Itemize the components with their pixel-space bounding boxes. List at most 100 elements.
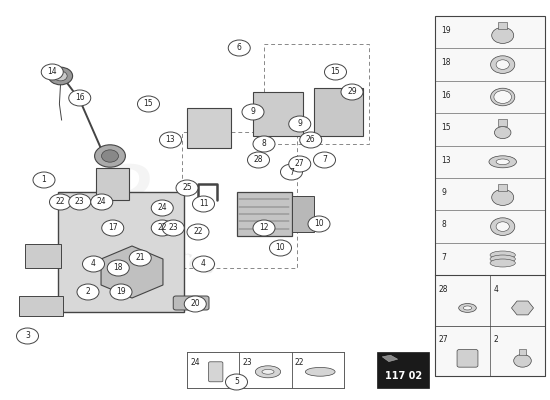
Circle shape bbox=[324, 64, 346, 80]
Text: e: e bbox=[88, 138, 154, 246]
FancyBboxPatch shape bbox=[314, 88, 363, 136]
Text: 23: 23 bbox=[243, 358, 252, 367]
Text: 4: 4 bbox=[201, 260, 206, 268]
Circle shape bbox=[289, 116, 311, 132]
Text: 15: 15 bbox=[331, 68, 340, 76]
Bar bbox=[498, 119, 507, 126]
Circle shape bbox=[69, 194, 91, 210]
Bar bbox=[187, 352, 344, 388]
Circle shape bbox=[33, 172, 55, 188]
Circle shape bbox=[492, 190, 514, 206]
Ellipse shape bbox=[262, 370, 274, 374]
Circle shape bbox=[102, 150, 118, 162]
Text: 14: 14 bbox=[47, 68, 57, 76]
Circle shape bbox=[289, 156, 311, 172]
Text: 4: 4 bbox=[494, 285, 499, 294]
Text: 23: 23 bbox=[75, 198, 85, 206]
Circle shape bbox=[491, 56, 515, 74]
Text: 24: 24 bbox=[190, 358, 200, 367]
FancyBboxPatch shape bbox=[236, 192, 292, 236]
Ellipse shape bbox=[490, 251, 515, 259]
Text: 21: 21 bbox=[135, 254, 145, 262]
Ellipse shape bbox=[459, 304, 476, 312]
Text: 29: 29 bbox=[347, 88, 357, 96]
Circle shape bbox=[492, 28, 514, 44]
Circle shape bbox=[314, 152, 336, 168]
Text: eurospares: eurospares bbox=[78, 215, 219, 281]
Text: 19: 19 bbox=[441, 26, 451, 35]
Circle shape bbox=[192, 196, 215, 212]
Circle shape bbox=[341, 84, 363, 100]
Circle shape bbox=[82, 256, 104, 272]
Text: 117 02: 117 02 bbox=[384, 372, 422, 382]
Circle shape bbox=[226, 374, 248, 390]
Text: 7: 7 bbox=[322, 156, 327, 164]
Circle shape bbox=[300, 132, 322, 148]
Text: 15: 15 bbox=[441, 123, 451, 132]
Circle shape bbox=[48, 67, 73, 85]
Circle shape bbox=[253, 136, 275, 152]
Bar bbox=[239, 352, 292, 388]
Circle shape bbox=[248, 152, 270, 168]
Bar bbox=[498, 22, 507, 29]
FancyBboxPatch shape bbox=[173, 296, 209, 310]
Text: 17: 17 bbox=[108, 224, 118, 232]
Text: 5: 5 bbox=[234, 378, 239, 386]
Ellipse shape bbox=[496, 159, 509, 165]
Circle shape bbox=[162, 220, 184, 236]
Text: 26: 26 bbox=[306, 136, 316, 144]
Circle shape bbox=[160, 132, 182, 148]
Text: 6: 6 bbox=[237, 44, 241, 52]
Circle shape bbox=[496, 222, 509, 232]
Circle shape bbox=[496, 60, 509, 70]
FancyBboxPatch shape bbox=[19, 296, 63, 316]
FancyBboxPatch shape bbox=[96, 168, 129, 200]
FancyBboxPatch shape bbox=[187, 108, 231, 148]
Text: 28: 28 bbox=[254, 156, 263, 164]
Circle shape bbox=[184, 296, 206, 312]
Circle shape bbox=[253, 220, 275, 236]
Text: 13: 13 bbox=[166, 136, 175, 144]
Circle shape bbox=[151, 200, 173, 216]
Text: 8: 8 bbox=[441, 220, 446, 230]
Ellipse shape bbox=[255, 366, 280, 378]
Text: 10: 10 bbox=[314, 220, 324, 228]
Ellipse shape bbox=[305, 367, 335, 376]
Circle shape bbox=[54, 71, 67, 81]
FancyBboxPatch shape bbox=[457, 350, 478, 367]
Text: 22: 22 bbox=[295, 358, 304, 367]
Text: 22: 22 bbox=[193, 228, 203, 236]
Ellipse shape bbox=[490, 255, 515, 263]
Text: 7: 7 bbox=[289, 168, 294, 176]
FancyBboxPatch shape bbox=[58, 192, 184, 312]
Text: 1: 1 bbox=[42, 176, 46, 184]
Text: 10: 10 bbox=[276, 244, 285, 252]
Text: 15: 15 bbox=[144, 100, 153, 108]
Circle shape bbox=[491, 218, 515, 236]
Circle shape bbox=[129, 250, 151, 266]
Circle shape bbox=[494, 91, 512, 103]
Circle shape bbox=[280, 164, 302, 180]
Text: 28: 28 bbox=[439, 285, 448, 294]
Text: 24: 24 bbox=[157, 204, 167, 212]
Text: 13: 13 bbox=[441, 156, 451, 165]
Bar bbox=[498, 184, 507, 191]
FancyBboxPatch shape bbox=[204, 360, 242, 380]
Circle shape bbox=[494, 126, 511, 139]
Text: 11: 11 bbox=[199, 200, 208, 208]
Text: 2: 2 bbox=[86, 288, 90, 296]
Circle shape bbox=[16, 328, 38, 344]
Text: 4: 4 bbox=[91, 260, 96, 268]
Text: 22: 22 bbox=[157, 224, 167, 232]
Text: 7: 7 bbox=[441, 253, 446, 262]
Text: a passion for parts since 1985: a passion for parts since 1985 bbox=[76, 264, 199, 312]
Text: 16: 16 bbox=[75, 94, 85, 102]
Circle shape bbox=[41, 64, 63, 80]
Bar bbox=[292, 352, 344, 388]
Ellipse shape bbox=[489, 156, 516, 168]
Polygon shape bbox=[512, 301, 534, 315]
Text: 27: 27 bbox=[439, 335, 449, 344]
Text: 9: 9 bbox=[251, 108, 255, 116]
Text: 16: 16 bbox=[441, 91, 451, 100]
Circle shape bbox=[110, 284, 132, 300]
